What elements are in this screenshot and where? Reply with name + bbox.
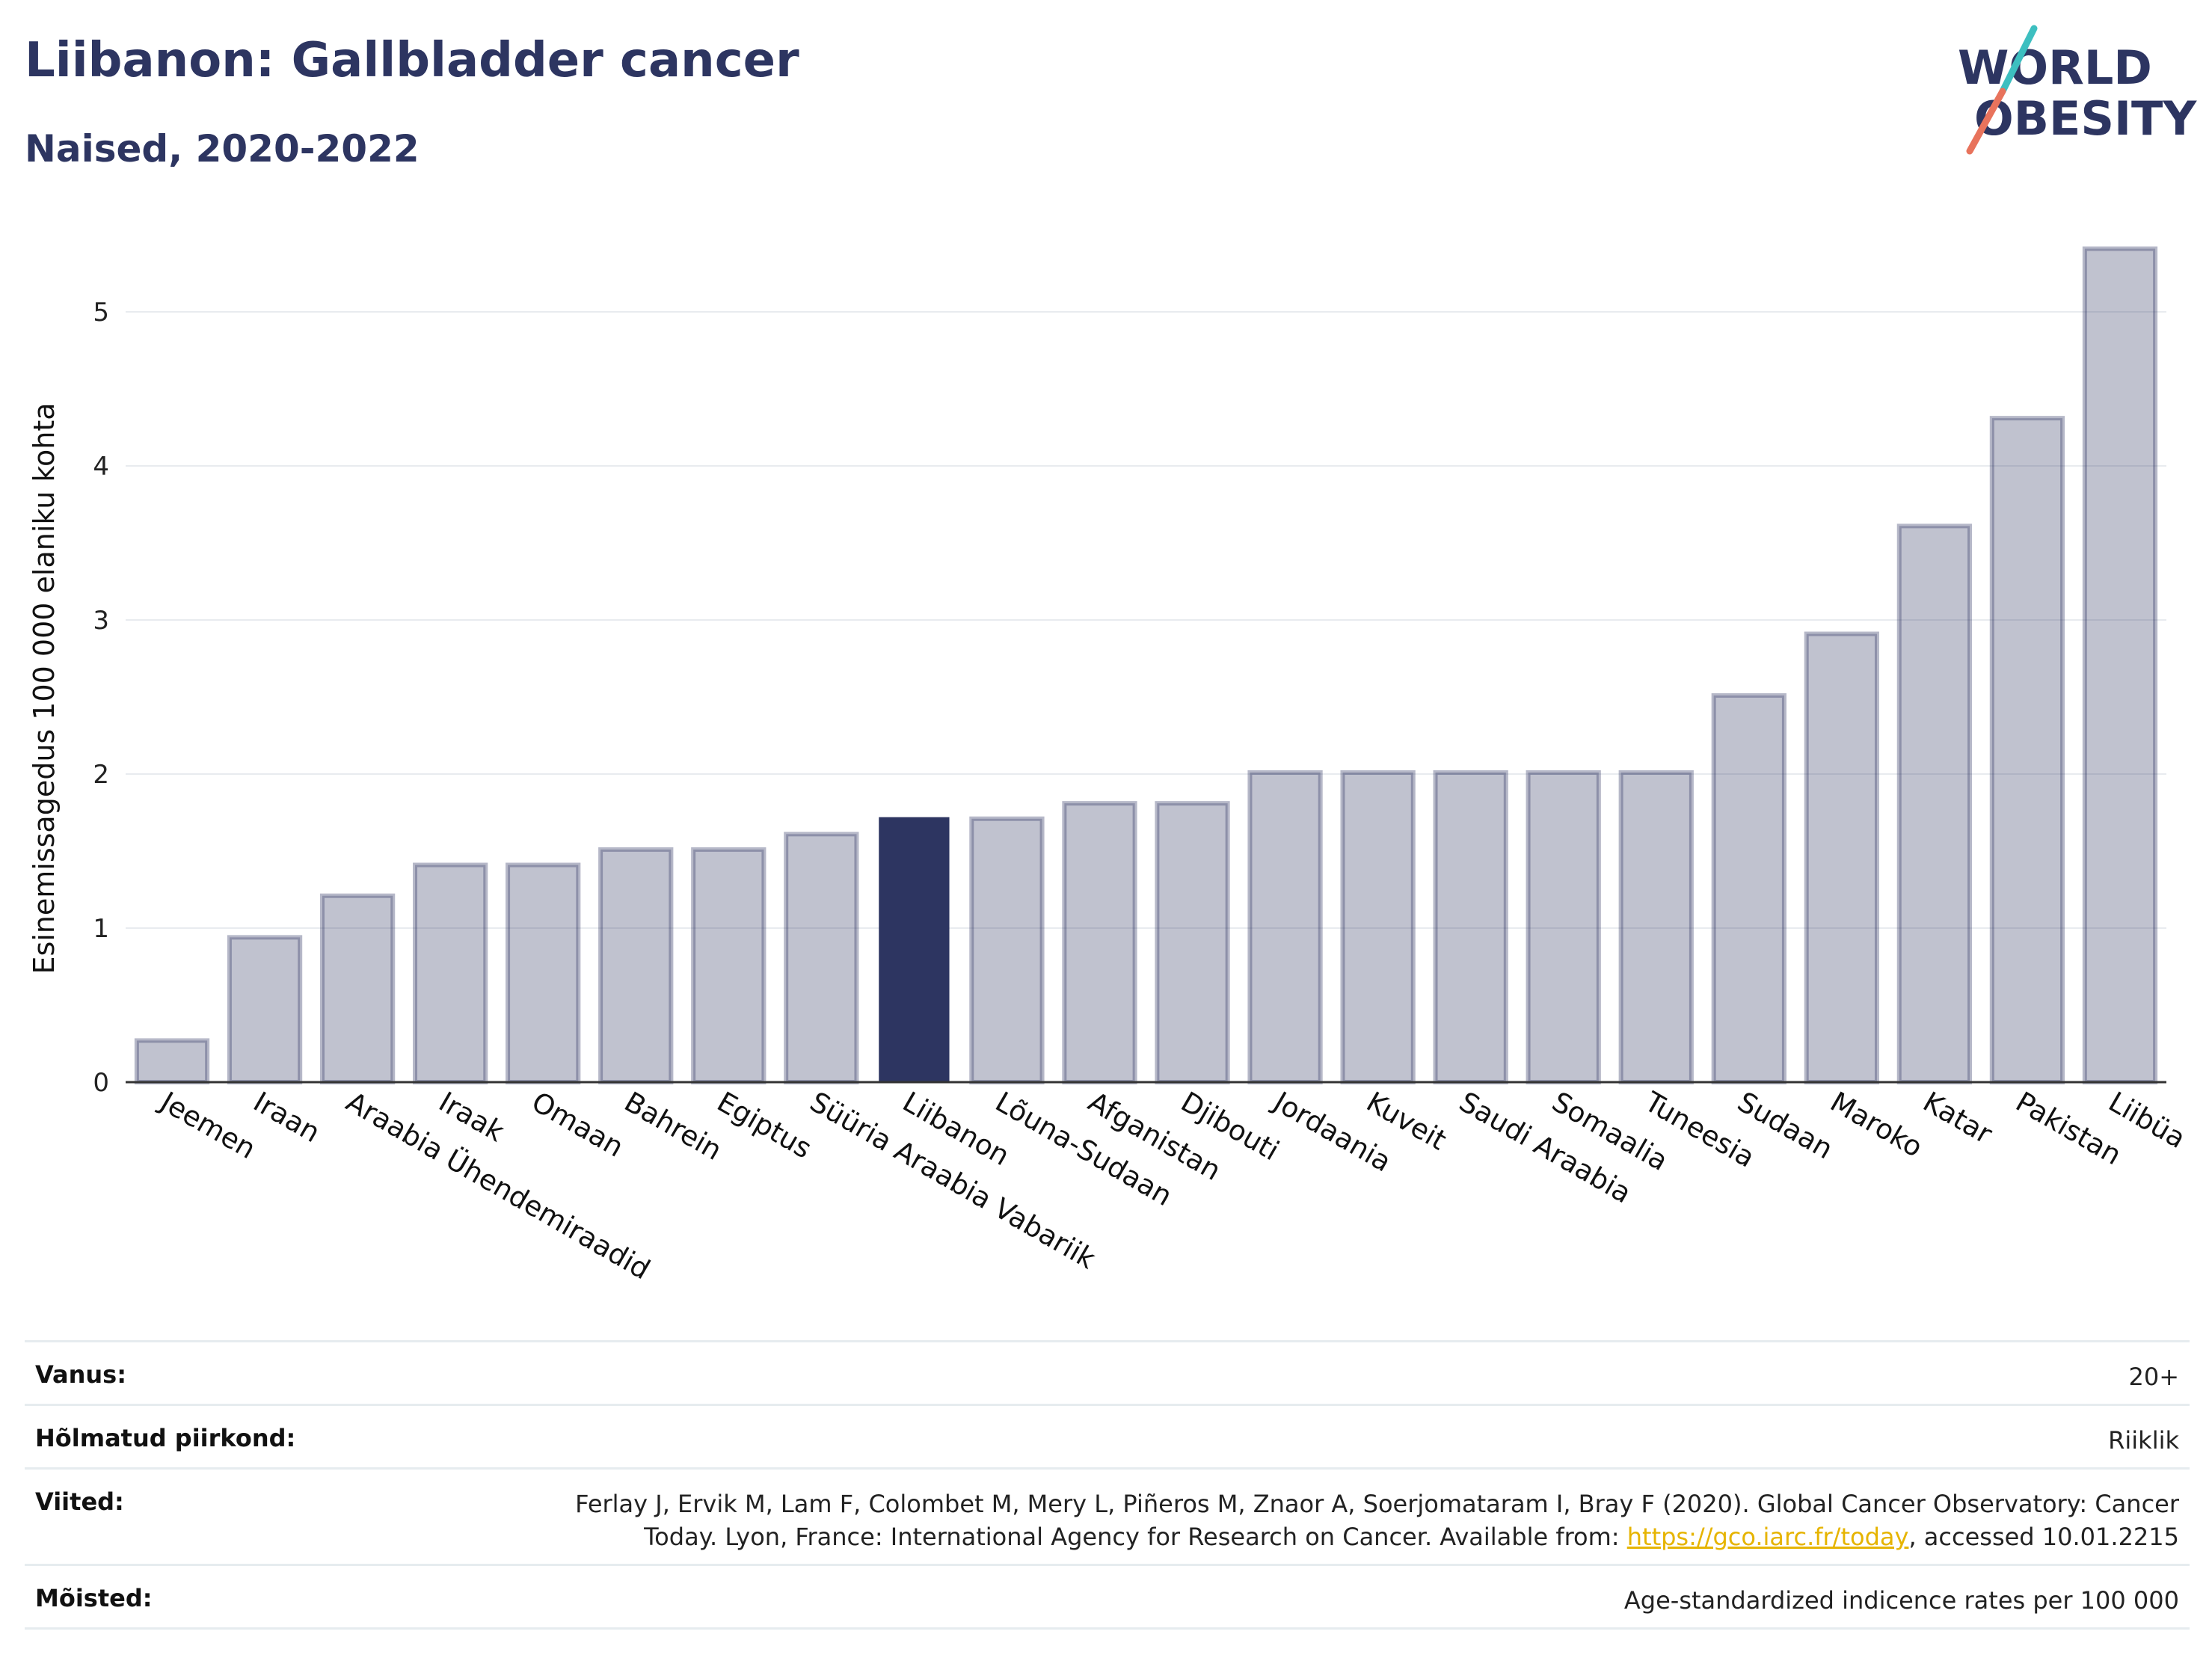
x-tick-label: Jeemen <box>154 1085 261 1166</box>
info-label-region: Hõlmatud piirkond: <box>35 1424 296 1452</box>
info-table: Vanus: 20+ Hõlmatud piirkond: Riiklik Vi… <box>25 1340 2190 1630</box>
bar <box>1340 770 1416 1084</box>
page-subtitle: Naised, 2020-2022 <box>25 127 420 171</box>
y-tick-label: 1 <box>93 914 109 944</box>
bar <box>1247 770 1323 1084</box>
bar <box>598 847 674 1084</box>
bar <box>1526 770 1601 1084</box>
bar <box>784 832 859 1084</box>
info-value-references: Ferlay J, Ervik M, Lam F, Colombet M, Me… <box>25 1470 2190 1553</box>
info-row-references: Viited: Ferlay J, Ervik M, Lam F, Colomb… <box>25 1467 2190 1564</box>
info-row-definitions: Mõisted: Age-standardized indicence rate… <box>25 1564 2190 1630</box>
bar <box>1896 523 1973 1084</box>
y-tick-label: 4 <box>93 452 109 482</box>
page-title: Liibanon: Gallbladder cancer <box>25 33 799 88</box>
info-value-definitions: Age-standardized indicence rates per 100… <box>1623 1586 2179 1615</box>
bar <box>1155 801 1230 1084</box>
y-tick-label: 2 <box>93 760 109 790</box>
info-value-age: 20+ <box>2128 1363 2179 1391</box>
x-tick-label: Egiptus <box>712 1086 817 1165</box>
info-value-region: Riiklik <box>2108 1426 2179 1455</box>
bar-highlight <box>879 817 950 1082</box>
bar <box>1062 801 1137 1084</box>
bar <box>1711 693 1787 1084</box>
world-obesity-logo: WORLD OBESITY <box>1958 25 2197 155</box>
x-tick-label: Katar <box>1917 1086 1998 1151</box>
bar <box>691 847 766 1084</box>
info-label-definitions: Mõisted: <box>35 1584 153 1612</box>
bar <box>506 862 581 1085</box>
bar <box>2082 246 2158 1084</box>
bar <box>1433 770 1508 1084</box>
x-tick-label: Omaan <box>526 1086 630 1164</box>
reference-link[interactable]: https://gco.iarc.fr/today <box>1626 1523 1909 1551</box>
svg-text:OBESITY: OBESITY <box>1974 91 2197 146</box>
info-label-references: Viited: <box>35 1487 124 1516</box>
reference-text: Ferlay J, Ervik M, Lam F, Colombet M, Me… <box>575 1490 2179 1551</box>
y-axis-label: Esinemissagedus 100 000 elaniku kohta <box>28 402 61 974</box>
x-tick-label: Maroko <box>1825 1086 1928 1164</box>
svg-text:WORLD: WORLD <box>1958 40 2152 95</box>
y-tick-label: 3 <box>93 606 109 636</box>
info-label-age: Vanus: <box>35 1360 127 1389</box>
bar <box>134 1038 210 1085</box>
bar <box>319 893 396 1084</box>
bar <box>969 816 1045 1084</box>
reference-accessed: , accessed 10.01.2215 <box>1908 1523 2179 1551</box>
bar <box>413 862 488 1085</box>
bar <box>1618 770 1694 1084</box>
y-tick-label: 5 <box>93 298 109 328</box>
bar <box>1989 416 2065 1084</box>
info-row-age: Vanus: 20+ <box>25 1340 2190 1404</box>
x-tick-label: Bahrein <box>619 1086 728 1167</box>
y-tick-label: 0 <box>93 1068 109 1098</box>
info-row-region: Hõlmatud piirkond: Riiklik <box>25 1404 2190 1467</box>
bar <box>1804 631 1879 1084</box>
bar <box>227 935 303 1084</box>
x-tick-label: Pakistan <box>2010 1086 2127 1172</box>
